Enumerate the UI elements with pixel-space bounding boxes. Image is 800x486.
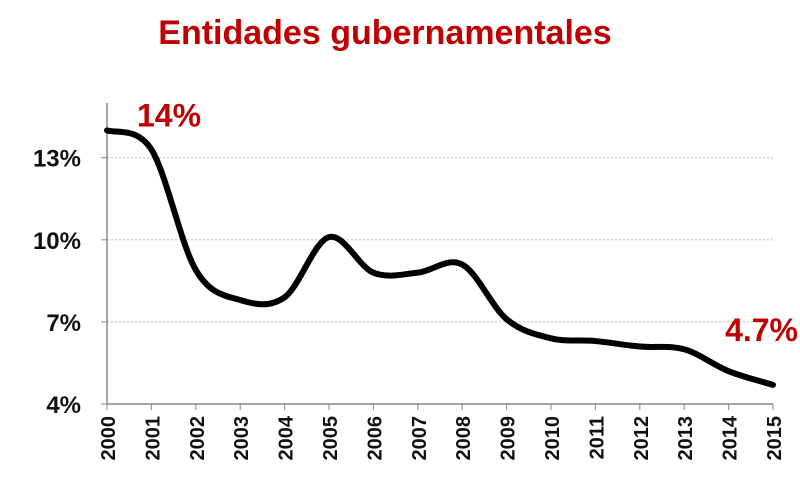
x-tick-label: 2002 [187, 416, 209, 461]
data-label: 4.7% [725, 312, 798, 348]
x-tick-label: 2007 [409, 416, 431, 461]
x-tick-label: 2004 [276, 415, 298, 460]
y-tick-label: 13% [33, 146, 81, 173]
x-tick-label: 2009 [498, 416, 520, 461]
x-tick-label: 2013 [675, 416, 697, 461]
chart-title: Entidades gubernamentales [158, 14, 611, 52]
x-tick-label: 2010 [542, 416, 564, 461]
x-tick-label: 2008 [453, 416, 475, 461]
x-tick-label: 2015 [764, 416, 786, 461]
x-tick-label: 2005 [320, 416, 342, 461]
x-tick-label: 2001 [142, 416, 164, 461]
x-tick-label: 2014 [720, 415, 742, 460]
data-label: 14% [137, 97, 201, 133]
x-tick-label: 2011 [586, 416, 608, 459]
x-tick-label: 2003 [231, 416, 253, 461]
y-tick-label: 10% [33, 228, 81, 255]
line [104, 127, 776, 388]
x-tick-label: 2000 [98, 416, 120, 461]
y-tick-label: 7% [46, 310, 81, 337]
y-tick-label: 4% [46, 392, 81, 419]
x-tick-label: 2006 [364, 416, 386, 461]
x-tick-label: 2012 [631, 416, 653, 461]
